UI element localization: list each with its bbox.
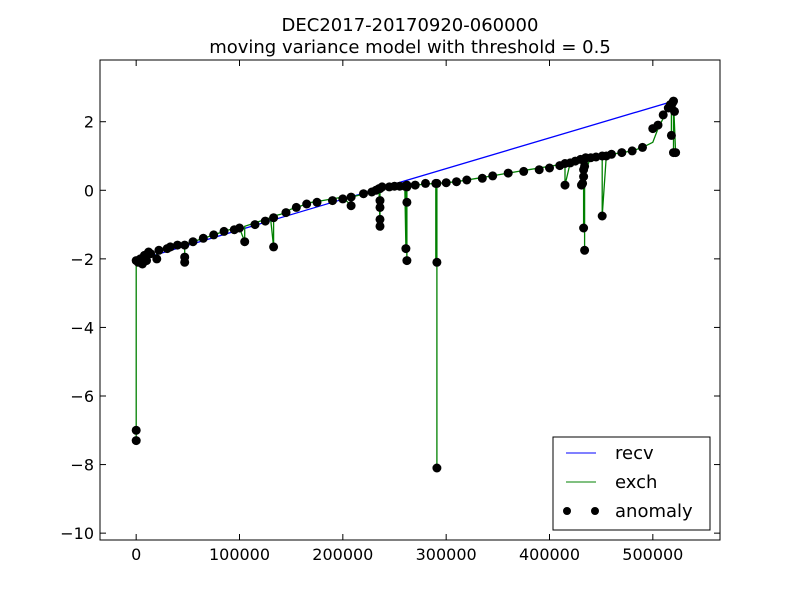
data-point-anomaly: [328, 196, 337, 206]
axis-ticks: 0 100000 200000 300000 400000 500000 2 0 −2 −4 −6 −…: [60, 60, 720, 564]
x-tick-label: 500000: [622, 545, 683, 564]
data-point-anomaly: [670, 106, 679, 116]
legend-anomaly-label: anomaly: [615, 501, 693, 522]
chart-subtitle: moving variance model with threshold = 0…: [209, 37, 611, 58]
data-point-anomaly: [519, 166, 529, 176]
data-point-anomaly: [410, 180, 420, 190]
data-point-anomaly: [401, 244, 411, 254]
data-point-anomaly: [338, 194, 348, 204]
data-point-anomaly: [152, 254, 162, 264]
data-point-anomaly: [402, 256, 412, 266]
data-point-anomaly: [669, 96, 678, 106]
series-layer: [131, 96, 681, 473]
legend-anomaly-marker: [563, 507, 571, 515]
data-point-anomaly: [180, 252, 190, 262]
data-point-anomaly: [240, 237, 250, 247]
x-tick-label: 400000: [519, 545, 580, 564]
data-point-anomaly: [503, 168, 513, 178]
legend-exch-label: exch: [615, 472, 657, 493]
data-point-anomaly: [291, 202, 301, 212]
data-point-anomaly: [580, 245, 590, 255]
data-point-anomaly: [627, 146, 637, 156]
data-point-anomaly: [269, 213, 279, 223]
data-point-anomaly: [359, 189, 368, 199]
data-point-anomaly: [421, 178, 430, 188]
y-tick-label: 2: [84, 113, 94, 132]
x-tick-label: 0: [131, 545, 141, 564]
data-point-anomaly: [302, 199, 312, 209]
data-point-anomaly: [666, 130, 676, 140]
data-point-anomaly: [402, 180, 412, 190]
x-tick-label: 100000: [209, 545, 270, 564]
data-point-anomaly: [432, 257, 442, 267]
legend-anomaly-marker: [591, 507, 599, 515]
data-point-anomaly: [375, 221, 385, 231]
data-point-anomaly: [180, 240, 190, 250]
data-point-anomaly: [260, 216, 270, 226]
data-point-anomaly: [250, 220, 260, 230]
data-point-anomaly: [580, 161, 590, 171]
data-point-anomaly: [346, 192, 356, 202]
data-point-anomaly: [402, 197, 412, 207]
data-point-anomaly: [377, 182, 387, 192]
data-point-anomaly: [638, 142, 647, 152]
data-point-anomaly: [188, 237, 198, 247]
legend: recv exch anomaly: [552, 436, 711, 531]
data-point-anomaly: [209, 230, 219, 240]
data-point-anomaly: [671, 148, 681, 158]
data-point-anomaly: [219, 226, 229, 236]
data-point-anomaly: [165, 242, 175, 252]
y-tick-label: 0: [84, 181, 94, 200]
y-tick-label: −2: [70, 250, 94, 269]
chart-title: DEC2017-20170920-060000: [282, 15, 539, 36]
data-point-anomaly: [432, 463, 442, 473]
legend-recv-label: recv: [615, 443, 654, 464]
data-point-anomaly: [452, 177, 461, 187]
y-tick-label: −4: [70, 318, 94, 337]
data-point-anomaly: [488, 171, 498, 181]
data-point-anomaly: [154, 245, 164, 255]
data-point-anomaly: [653, 120, 663, 130]
data-point-anomaly: [579, 172, 589, 182]
data-point-anomaly: [658, 110, 668, 120]
data-point-anomaly: [146, 249, 156, 259]
data-point-anomaly: [579, 223, 589, 233]
x-tick-label: 200000: [312, 545, 373, 564]
data-point-anomaly: [375, 214, 385, 224]
data-point-anomaly: [235, 223, 244, 233]
data-point-anomaly: [198, 233, 208, 243]
data-point-anomaly: [462, 175, 472, 185]
data-point-anomaly: [477, 173, 487, 183]
data-point-anomaly: [375, 196, 385, 206]
data-point-anomaly: [578, 178, 588, 188]
data-point-anomaly: [173, 240, 182, 250]
data-point-anomaly: [441, 178, 451, 188]
data-point-anomaly: [131, 425, 141, 435]
y-tick-label: −10: [60, 524, 94, 543]
data-point-anomaly: [131, 436, 141, 446]
plot-frame: [99, 59, 721, 541]
y-tick-label: −8: [70, 456, 94, 475]
data-point-anomaly: [617, 148, 627, 158]
data-point-anomaly: [312, 197, 322, 207]
data-point-anomaly: [269, 242, 279, 252]
data-point-anomaly: [375, 202, 385, 212]
x-tick-label: 300000: [416, 545, 477, 564]
data-point-anomaly: [281, 208, 291, 218]
data-point-anomaly: [545, 163, 554, 173]
data-point-anomaly: [560, 180, 570, 190]
data-point-anomaly: [346, 201, 356, 211]
data-point-anomaly: [607, 149, 616, 159]
data-point-anomaly: [534, 165, 544, 175]
data-point-anomaly: [142, 256, 151, 266]
y-tick-label: −6: [70, 387, 94, 406]
data-point-anomaly: [597, 211, 607, 221]
data-point-anomaly: [432, 178, 442, 188]
